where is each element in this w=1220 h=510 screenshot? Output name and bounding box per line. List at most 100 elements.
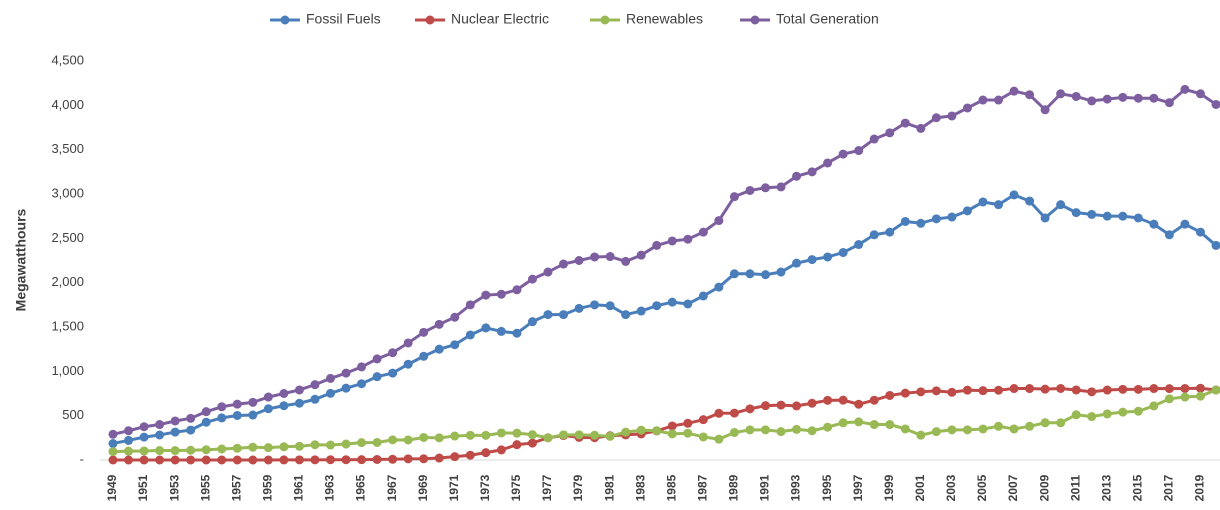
data-point bbox=[652, 426, 662, 436]
data-point bbox=[1180, 383, 1190, 393]
data-point bbox=[124, 435, 134, 445]
data-point bbox=[838, 248, 848, 258]
data-point bbox=[745, 269, 755, 279]
data-point bbox=[869, 230, 879, 240]
x-tick-label: 1979 bbox=[571, 474, 585, 501]
data-point bbox=[357, 362, 367, 372]
data-point bbox=[403, 359, 413, 369]
data-point bbox=[823, 252, 833, 262]
data-point bbox=[263, 404, 273, 414]
data-point bbox=[698, 415, 708, 425]
data-point bbox=[931, 214, 941, 224]
data-point bbox=[434, 453, 444, 463]
data-point bbox=[1118, 92, 1128, 102]
data-point bbox=[170, 446, 180, 456]
data-point bbox=[294, 385, 304, 395]
data-point bbox=[854, 240, 864, 250]
data-point bbox=[559, 430, 569, 440]
data-point bbox=[1056, 200, 1066, 210]
data-point bbox=[294, 455, 304, 465]
data-point bbox=[294, 441, 304, 451]
data-point bbox=[760, 270, 770, 280]
data-point bbox=[652, 301, 662, 311]
data-point bbox=[1009, 86, 1019, 96]
data-point bbox=[1102, 211, 1112, 221]
data-point bbox=[341, 455, 351, 465]
legend-label: Renewables bbox=[626, 11, 703, 27]
data-point bbox=[248, 455, 258, 465]
data-point bbox=[232, 410, 242, 420]
data-point bbox=[1180, 392, 1190, 402]
data-point bbox=[667, 297, 677, 307]
data-point bbox=[527, 274, 537, 284]
data-point bbox=[1180, 84, 1190, 94]
x-tick-label: 1981 bbox=[602, 474, 616, 501]
data-point bbox=[714, 408, 724, 418]
data-point bbox=[714, 282, 724, 292]
data-point bbox=[1164, 384, 1174, 394]
data-point bbox=[1149, 93, 1159, 103]
x-tick-label: 1983 bbox=[633, 474, 647, 501]
data-point bbox=[621, 310, 631, 320]
data-point bbox=[916, 430, 926, 440]
data-point bbox=[885, 390, 895, 400]
x-tick-label: 1995 bbox=[820, 474, 834, 501]
data-point bbox=[310, 380, 320, 390]
x-tick-label: 1985 bbox=[664, 474, 678, 501]
data-point bbox=[388, 454, 398, 464]
data-point bbox=[481, 448, 491, 458]
x-tick-label: 1949 bbox=[105, 474, 119, 501]
data-point bbox=[683, 418, 693, 428]
data-point bbox=[388, 348, 398, 358]
legend-marker bbox=[600, 15, 610, 25]
x-tick-label: 2005 bbox=[975, 474, 989, 501]
data-point bbox=[357, 438, 367, 448]
data-point bbox=[1025, 384, 1035, 394]
data-point bbox=[869, 395, 879, 405]
data-point bbox=[962, 206, 972, 216]
data-point bbox=[1133, 384, 1143, 394]
data-point bbox=[621, 427, 631, 437]
data-point bbox=[1040, 105, 1050, 115]
data-point bbox=[434, 319, 444, 329]
data-point bbox=[1211, 240, 1220, 250]
data-point bbox=[729, 428, 739, 438]
legend-marker bbox=[750, 15, 760, 25]
data-point bbox=[1102, 94, 1112, 104]
x-tick-label: 1955 bbox=[198, 474, 212, 501]
data-point bbox=[341, 368, 351, 378]
data-point bbox=[1040, 384, 1050, 394]
y-tick-label: 1,500 bbox=[51, 318, 84, 333]
data-point bbox=[450, 312, 460, 322]
data-point bbox=[667, 421, 677, 431]
data-point bbox=[325, 455, 335, 465]
data-point bbox=[186, 455, 196, 465]
data-point bbox=[1164, 230, 1174, 240]
data-point bbox=[543, 310, 553, 320]
data-point bbox=[512, 328, 522, 338]
data-point bbox=[1133, 406, 1143, 416]
data-point bbox=[854, 399, 864, 409]
data-point bbox=[900, 388, 910, 398]
data-point bbox=[201, 407, 211, 417]
data-point bbox=[962, 103, 972, 113]
data-point bbox=[729, 408, 739, 418]
x-tick-label: 2011 bbox=[1068, 475, 1082, 501]
data-point bbox=[465, 300, 475, 310]
data-point bbox=[232, 443, 242, 453]
data-point bbox=[186, 413, 196, 423]
data-point bbox=[527, 438, 537, 448]
data-point bbox=[994, 385, 1004, 395]
data-point bbox=[372, 454, 382, 464]
legend-marker bbox=[425, 15, 435, 25]
data-point bbox=[1056, 89, 1066, 99]
data-point bbox=[450, 452, 460, 462]
data-point bbox=[124, 426, 134, 436]
data-point bbox=[139, 432, 149, 442]
data-point bbox=[294, 398, 304, 408]
data-point bbox=[248, 397, 258, 407]
data-point bbox=[947, 111, 957, 121]
data-point bbox=[186, 425, 196, 435]
series-line bbox=[112, 87, 1217, 436]
data-point bbox=[372, 354, 382, 364]
